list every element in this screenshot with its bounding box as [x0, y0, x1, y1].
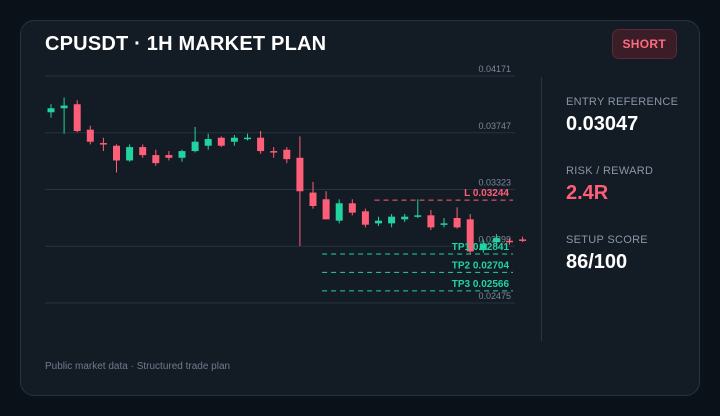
market-plan-card: CPUSDT · 1H MARKET PLAN SHORT 0.04171 0.0…	[20, 20, 700, 396]
metric-risk-reward: RISK / REWARD 2.4R	[566, 165, 653, 205]
metric-label: RISK / REWARD	[566, 165, 654, 177]
candle-body	[427, 215, 435, 228]
candle-body	[270, 151, 278, 153]
metric-entry-reference: ENTRY REFERENCE 0.03047	[566, 96, 678, 136]
level-label: L 0.03244	[464, 188, 509, 199]
metric-value: 2.4R	[566, 182, 609, 204]
candle-body	[217, 137, 225, 146]
footer-note: Public market data · Structured trade pl…	[45, 361, 231, 372]
direction-badge: SHORT	[611, 29, 677, 59]
y-tick-label: 0.04171	[478, 64, 511, 74]
candle-body	[257, 137, 265, 152]
metric-value: 86/100	[566, 251, 628, 273]
y-tick-label: 0.02475	[478, 291, 511, 301]
metric-value: 0.03047	[566, 113, 639, 135]
candle-body	[506, 240, 513, 243]
candle-body	[165, 155, 173, 158]
candle-body	[204, 139, 212, 146]
candle-body	[178, 151, 186, 158]
candle-body	[296, 157, 304, 192]
y-tick-label: 0.03747	[478, 121, 511, 131]
vertical-divider	[541, 77, 542, 341]
candle-body	[388, 216, 396, 224]
candle-body	[440, 223, 448, 225]
candle-body	[492, 238, 500, 243]
y-tick-label: 0.03323	[478, 178, 511, 188]
metric-setup-score: SETUP SCORE 86/100	[566, 234, 648, 274]
candle-body	[466, 219, 474, 252]
candle-body	[139, 147, 147, 156]
candle-body	[73, 104, 81, 132]
candle-body	[60, 105, 68, 109]
candle-body	[361, 211, 369, 225]
candle-body	[244, 137, 251, 140]
candle-body	[230, 137, 238, 142]
candle-body	[401, 216, 409, 220]
candle-body	[375, 220, 382, 224]
candle-body	[335, 203, 343, 221]
candle-body	[309, 192, 317, 206]
candle-body	[126, 147, 134, 161]
page-title: CPUSDT · 1H MARKET PLAN	[45, 33, 327, 55]
candle-body	[453, 218, 461, 228]
candle-body	[479, 243, 487, 251]
candle-body	[191, 141, 199, 152]
candle-body	[47, 108, 55, 113]
metric-label: SETUP SCORE	[566, 234, 648, 246]
candle-body	[113, 145, 120, 161]
level-label: TP2 0.02704	[452, 260, 510, 271]
metric-label: ENTRY REFERENCE	[566, 96, 679, 108]
candle-body	[519, 239, 527, 241]
candle-body	[283, 149, 291, 160]
candle-body	[414, 215, 422, 217]
candle-body	[99, 143, 107, 145]
candle-body	[152, 155, 160, 164]
candle-body	[348, 203, 356, 213]
candle-body	[322, 199, 330, 220]
level-label: TP1 0.02841	[452, 242, 510, 253]
candle-body	[86, 129, 94, 142]
level-label: TP3 0.02566	[452, 279, 510, 290]
